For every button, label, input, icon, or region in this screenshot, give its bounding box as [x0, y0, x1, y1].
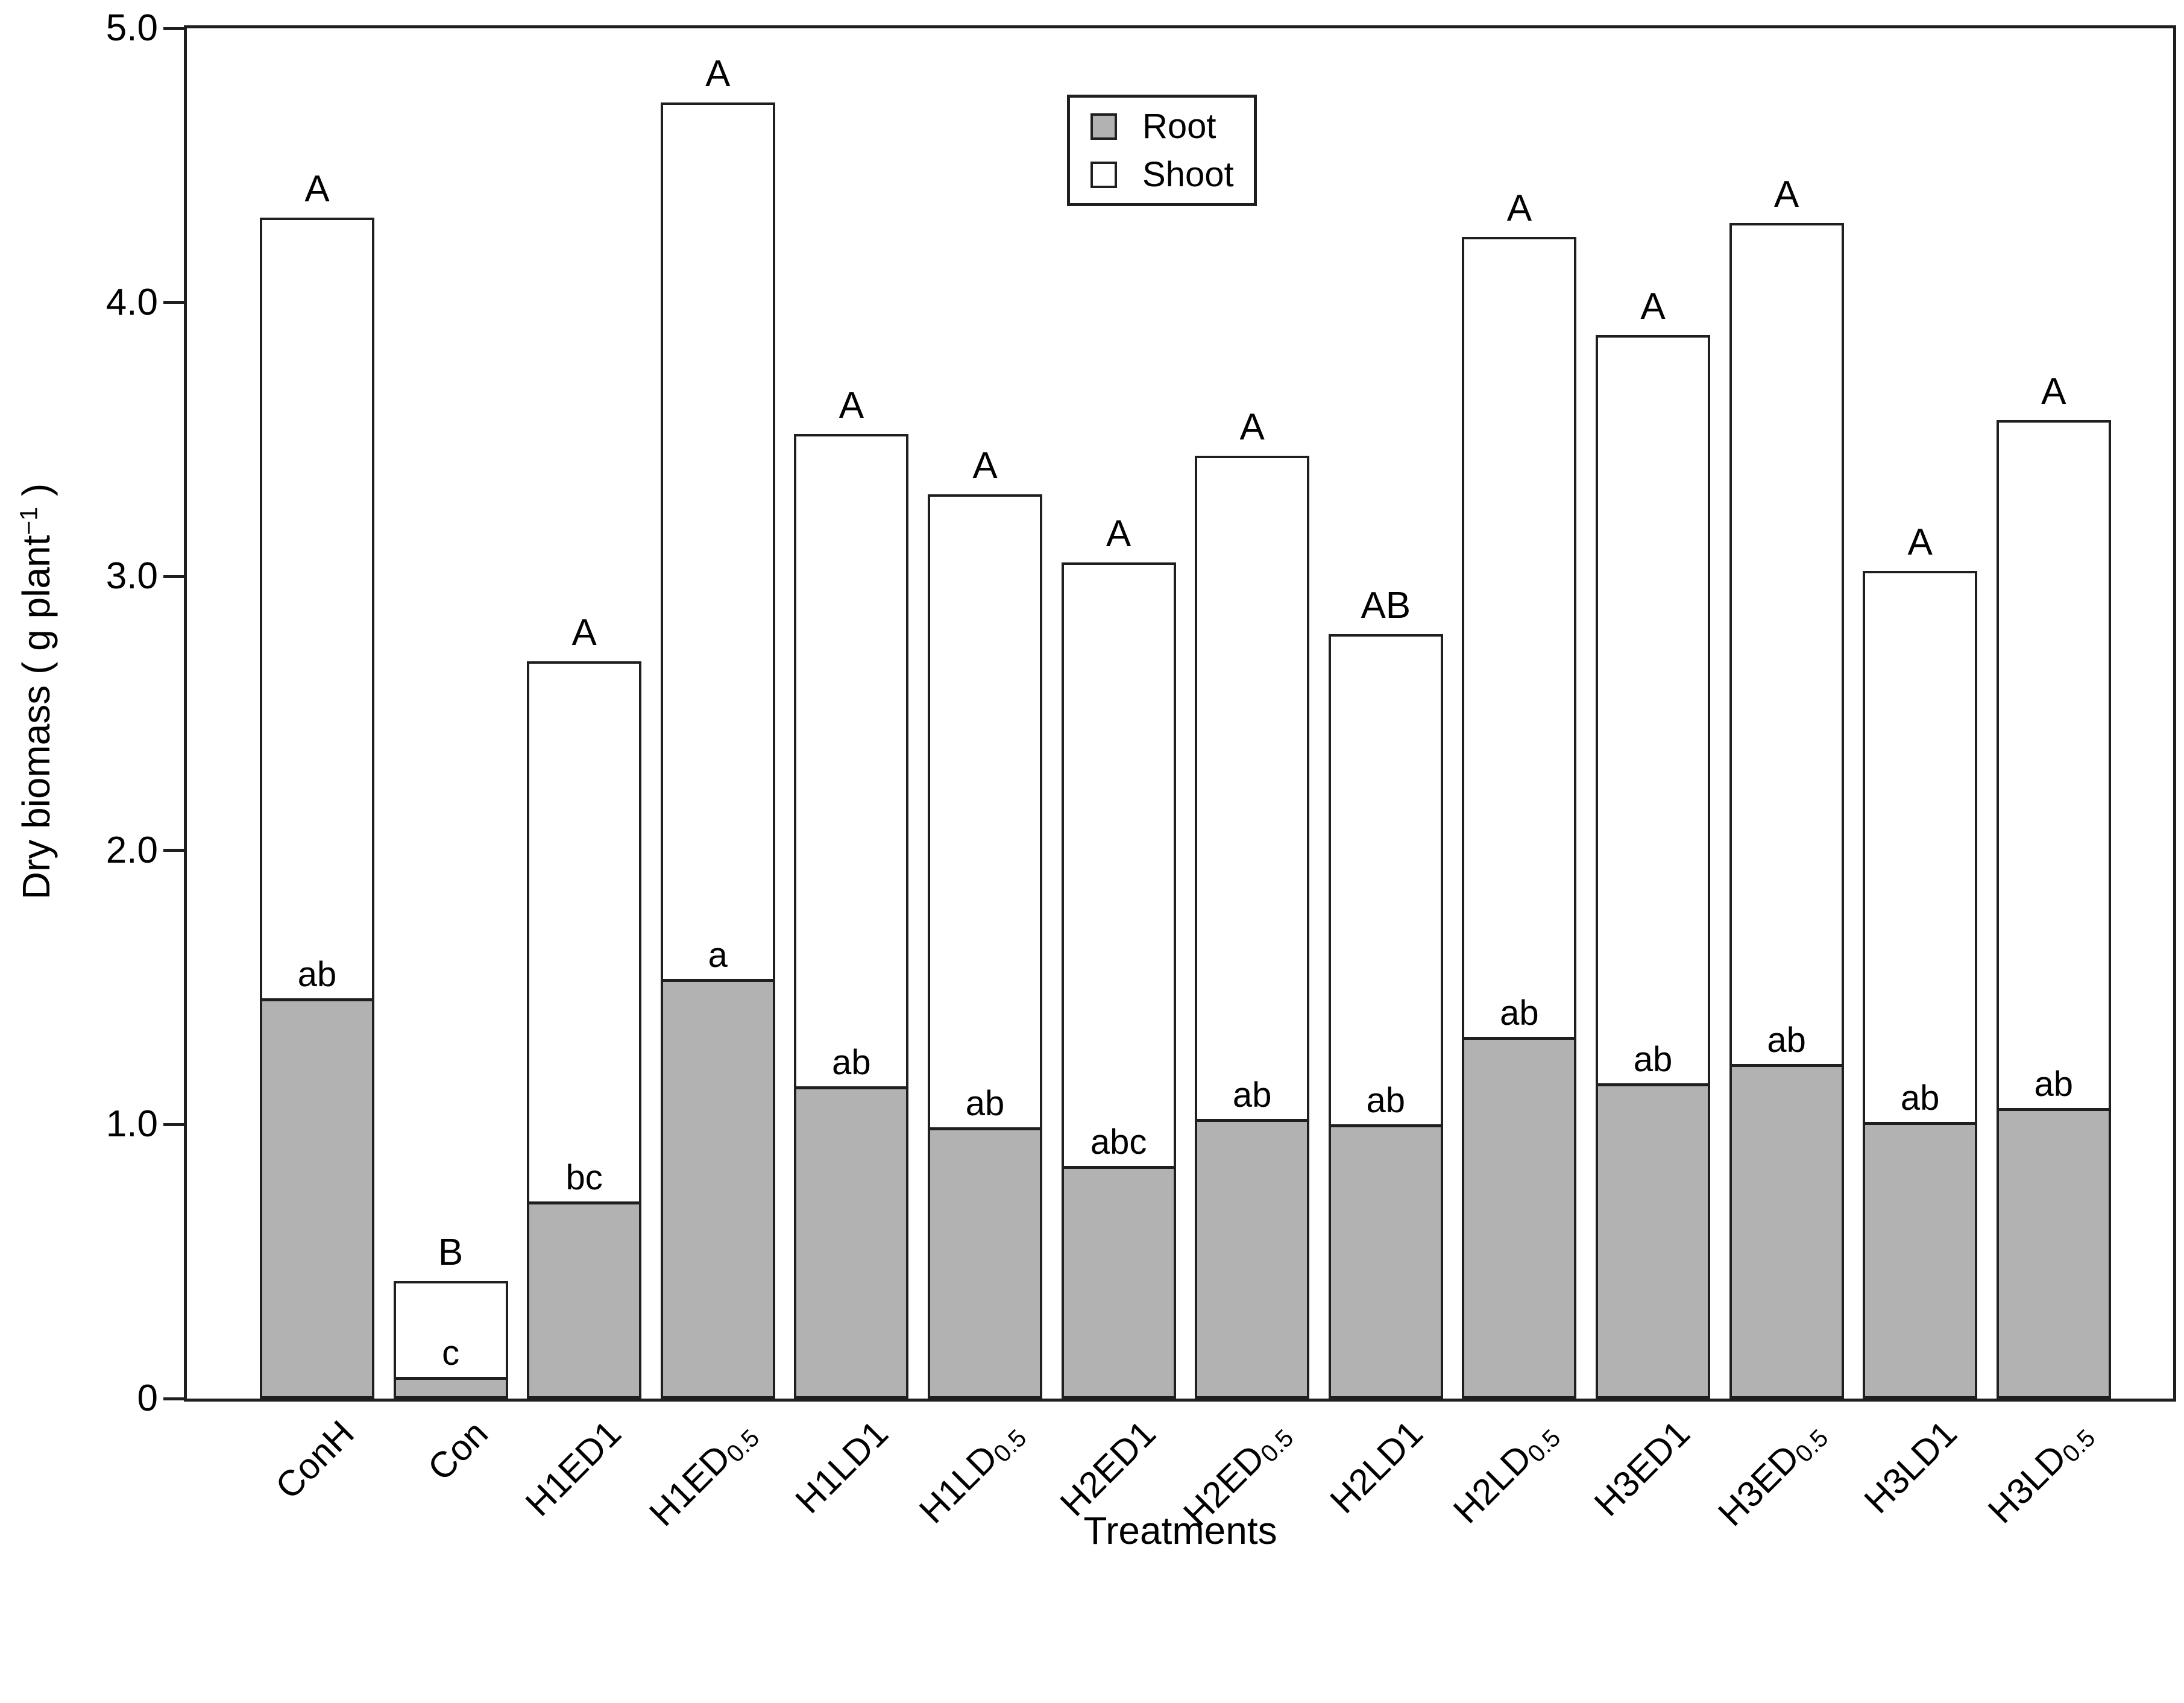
- y-tick-mark: [163, 27, 184, 30]
- root-segment: [930, 1127, 1040, 1396]
- legend: Root Shoot: [1067, 95, 1257, 206]
- bar-H2LD0.5: [1462, 236, 1577, 1399]
- bar-Con: [393, 1280, 508, 1399]
- y-axis-title: Dry biomass ( g plant−1 ): [14, 483, 58, 900]
- significance-letter-total: A: [1907, 521, 1933, 564]
- significance-letter-total: B: [438, 1231, 464, 1273]
- significance-letter-root: c: [442, 1333, 460, 1373]
- significance-letter-root: ab: [2034, 1065, 2074, 1104]
- significance-letter-root: ab: [832, 1042, 871, 1082]
- x-tick-label-H3LD0.5: H3LD0.5: [1980, 1423, 2101, 1531]
- x-label-subscript: 0.5: [2056, 1423, 2101, 1468]
- significance-letter-total: A: [304, 168, 330, 210]
- significance-letter-root: ab: [1232, 1075, 1272, 1115]
- legend-swatch-shoot: [1090, 161, 1117, 188]
- y-tick-label: 4.0: [105, 281, 158, 323]
- x-tick-label-ConH: ConH: [268, 1412, 362, 1507]
- x-tick-label-Con: Con: [420, 1412, 496, 1488]
- bar-H2LD1: [1328, 634, 1443, 1399]
- x-tick-label-H1ED1: H1ED1: [518, 1412, 629, 1524]
- y-tick-mark: [163, 574, 184, 578]
- significance-letter-root: ab: [965, 1083, 1005, 1123]
- y-axis-title-superscript: −1: [14, 506, 43, 535]
- significance-letter-root: a: [708, 936, 728, 975]
- significance-letter-root: ab: [1500, 993, 1539, 1033]
- significance-letter-total: A: [1640, 286, 1666, 328]
- root-segment: [1063, 1165, 1174, 1396]
- root-segment: [1464, 1036, 1575, 1396]
- x-label-subscript: 0.5: [1789, 1423, 1834, 1468]
- significance-letter-total: A: [571, 612, 597, 654]
- significance-letter-root: bc: [565, 1157, 603, 1197]
- significance-letter-total: A: [1239, 406, 1265, 449]
- significance-letter-root: ab: [1900, 1078, 1940, 1118]
- x-label-subscript: 0.5: [720, 1423, 765, 1468]
- legend-item-shoot: Shoot: [1090, 157, 1254, 192]
- significance-letter-total: A: [705, 52, 731, 95]
- bar-ConH: [260, 217, 374, 1399]
- root-segment: [796, 1086, 907, 1396]
- bar-H1ED1: [527, 661, 642, 1399]
- significance-letter-total: A: [1506, 187, 1532, 229]
- significance-letter-root: ab: [1366, 1081, 1406, 1121]
- y-tick-label: 2.0: [105, 829, 158, 871]
- root-segment: [1598, 1083, 1708, 1396]
- bar-H1LD0.5: [928, 494, 1042, 1399]
- root-segment: [1865, 1121, 1975, 1396]
- y-tick-label: 3.0: [105, 555, 158, 597]
- y-tick-mark: [163, 849, 184, 852]
- significance-letter-root: ab: [1767, 1021, 1806, 1060]
- y-tick-mark: [163, 301, 184, 304]
- root-segment: [1998, 1108, 2109, 1396]
- y-tick-label: 5.0: [105, 7, 158, 49]
- y-tick-label: 0: [137, 1377, 158, 1419]
- x-label-subscript: 0.5: [1522, 1423, 1566, 1468]
- legend-label-shoot: Shoot: [1142, 154, 1234, 194]
- bar-H3ED1: [1596, 335, 1710, 1399]
- significance-letter-root: ab: [297, 955, 337, 995]
- root-segment: [262, 998, 372, 1396]
- root-segment: [662, 979, 773, 1396]
- x-axis-title: Treatments: [1083, 1509, 1277, 1552]
- bar-H2ED1: [1061, 562, 1176, 1399]
- figure-page: { "figure": { "x_axis_title": "Treatment…: [14, 8, 2176, 1552]
- bar-H3ED0.5: [1729, 222, 1844, 1399]
- x-label-subscript: 0.5: [1255, 1423, 1299, 1468]
- significance-letter-total: A: [2041, 371, 2066, 413]
- x-label-subscript: 0.5: [987, 1423, 1032, 1468]
- y-tick-label: 1.0: [105, 1103, 158, 1145]
- root-segment: [1731, 1064, 1842, 1396]
- significance-letter-total: AB: [1361, 584, 1411, 626]
- bar-H1ED0.5: [660, 102, 775, 1399]
- bar-H3LD1: [1863, 571, 1978, 1399]
- significance-letter-total: A: [1773, 173, 1799, 215]
- bar-H1LD1: [794, 433, 909, 1399]
- significance-letter-total: A: [839, 384, 864, 426]
- legend-label-root: Root: [1142, 106, 1216, 146]
- y-tick-mark: [163, 1397, 184, 1400]
- significance-letter-total: A: [972, 444, 998, 486]
- root-segment: [395, 1376, 506, 1396]
- root-segment: [1197, 1119, 1308, 1396]
- significance-letter-total: A: [1106, 513, 1131, 555]
- legend-item-root: Root: [1090, 109, 1254, 144]
- root-segment: [529, 1201, 640, 1396]
- bar-H3LD0.5: [1996, 420, 2111, 1399]
- root-segment: [1330, 1124, 1441, 1396]
- significance-letter-root: ab: [1633, 1040, 1673, 1080]
- bar-H2ED0.5: [1195, 456, 1310, 1399]
- y-tick-mark: [163, 1122, 184, 1126]
- legend-swatch-root: [1090, 113, 1117, 140]
- significance-letter-root: abc: [1090, 1122, 1147, 1162]
